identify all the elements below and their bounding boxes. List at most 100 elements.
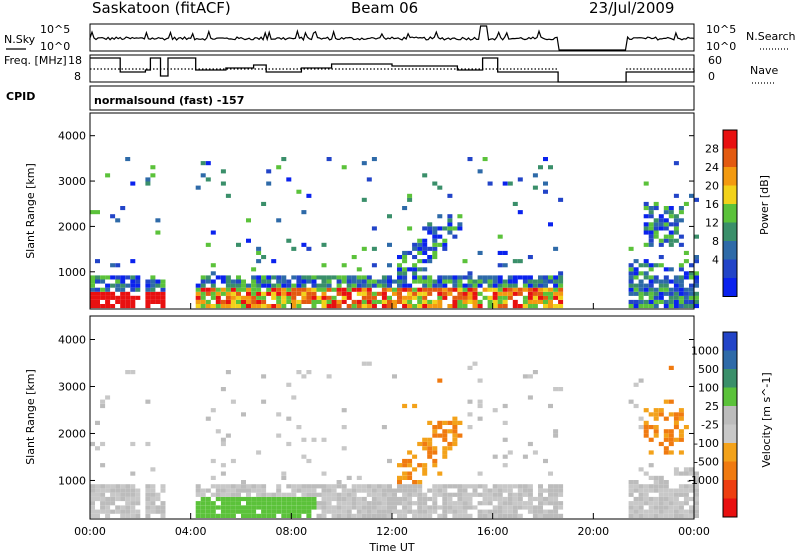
power-cell (638, 279, 644, 284)
velocity-cell (683, 501, 689, 506)
power-cell (387, 279, 392, 284)
power-cell (663, 275, 669, 280)
power-cell (648, 242, 654, 247)
velocity-cell (447, 420, 453, 425)
power-cell (527, 279, 533, 284)
velocity-cell (361, 496, 367, 502)
velocity-cell (306, 509, 312, 514)
power-cell (371, 291, 377, 296)
power-cell (502, 263, 508, 268)
power-cell (502, 283, 508, 288)
velocity-cell (492, 505, 498, 510)
power-cell (638, 263, 644, 268)
velocity-cell (291, 513, 297, 518)
power-cell (407, 287, 413, 292)
power-cell (648, 238, 654, 243)
velocity-cell (497, 505, 503, 510)
power-cell (427, 304, 433, 309)
velocity-cell (658, 475, 664, 480)
power-cell (694, 283, 699, 288)
power-cell (527, 291, 533, 296)
velocity-cell (477, 509, 483, 514)
velocity-cell (110, 496, 116, 502)
velocity-cell (105, 513, 111, 518)
velocity-cell (306, 496, 312, 502)
power-cell (462, 299, 468, 304)
velocity-cell (145, 441, 151, 447)
velocity-cell (100, 505, 106, 510)
power-cell (412, 267, 418, 272)
velocity-cell (558, 505, 564, 510)
velocity-cell (301, 501, 307, 506)
colorbar-swatch (723, 148, 737, 167)
velocity-cell (291, 492, 297, 497)
velocity-cell (135, 496, 141, 502)
velocity-cell (381, 501, 387, 506)
power-cell (326, 279, 332, 284)
velocity-cell (467, 496, 473, 502)
velocity-cell (276, 509, 282, 514)
velocity-cell (442, 501, 448, 506)
velocity-cell (120, 492, 126, 497)
velocity-cell (512, 513, 518, 518)
power-cell (442, 226, 448, 231)
velocity-cell (643, 484, 649, 489)
power-cell (502, 279, 508, 284)
power-cell (316, 283, 322, 288)
velocity-cell (553, 488, 559, 493)
power-cell (200, 295, 206, 300)
velocity-cell (653, 496, 659, 502)
velocity-cell (678, 484, 684, 489)
power-cell (120, 304, 126, 309)
velocity-cell (392, 492, 397, 497)
velocity-cell (633, 484, 639, 489)
velocity-cell (130, 484, 136, 489)
power-cell (366, 295, 372, 300)
power-cell (296, 287, 302, 292)
velocity-cell (281, 509, 287, 514)
power-cell (532, 299, 538, 304)
power-cell (457, 226, 463, 231)
velocity-cell (422, 509, 428, 514)
power-cell (558, 295, 564, 300)
velocity-cell (402, 501, 408, 506)
velocity-cell (678, 437, 684, 442)
colorbar-swatch (723, 204, 737, 223)
velocity-cell (95, 446, 100, 451)
velocity-cell (215, 484, 221, 489)
power-cell (100, 304, 106, 309)
power-cell (195, 291, 201, 296)
velocity-cell (90, 488, 95, 493)
velocity-cell (286, 492, 292, 497)
power-cell (311, 287, 317, 292)
velocity-cell (236, 505, 241, 510)
velocity-cell (472, 492, 478, 497)
power-cell (432, 226, 438, 231)
power-cell (402, 299, 408, 304)
velocity-cell (346, 501, 352, 506)
power-cell (241, 287, 246, 292)
power-cell (256, 250, 262, 255)
velocity-cell (271, 492, 277, 497)
velocity-cell (548, 492, 553, 497)
velocity-cell (643, 496, 649, 502)
power-cell (351, 279, 357, 284)
velocity-cell (683, 484, 689, 489)
velocity-cell (326, 509, 332, 514)
power-cell (522, 299, 528, 304)
power-cell (381, 275, 387, 280)
velocity-cell (663, 433, 669, 438)
power-cell (628, 291, 634, 296)
velocity-cell (256, 496, 262, 502)
velocity-cell (220, 505, 226, 510)
velocity-cell (442, 488, 448, 493)
power-cell (371, 304, 377, 309)
colorbar-swatch (723, 443, 737, 462)
power-cell (110, 283, 116, 288)
colorbar-frame (722, 331, 738, 518)
velocity-cell (477, 513, 483, 518)
velocity-cell (105, 488, 111, 493)
power-cell (558, 275, 564, 280)
power-cell (376, 291, 382, 296)
